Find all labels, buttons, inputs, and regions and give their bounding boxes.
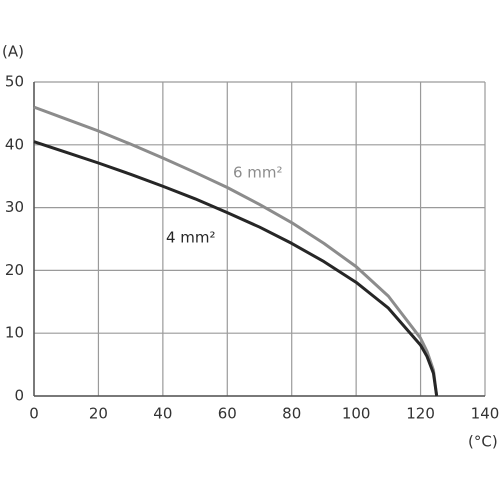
x-axis-label: (°C) xyxy=(468,433,498,451)
x-tick-label: 20 xyxy=(89,405,108,423)
y-tick-label: 50 xyxy=(5,73,24,91)
series-line xyxy=(33,140,439,397)
y-tick-label: 20 xyxy=(5,261,24,279)
y-axis-label: (A) xyxy=(2,43,24,61)
x-tick-label: 60 xyxy=(218,405,237,423)
series-label: 6 mm² xyxy=(233,164,283,182)
x-tick-label: 0 xyxy=(29,405,39,423)
y-tick-label: 30 xyxy=(5,198,24,216)
y-tick-label: 0 xyxy=(14,387,24,405)
x-tick-label: 100 xyxy=(342,405,371,423)
series-line xyxy=(33,105,439,397)
x-tick-label: 40 xyxy=(153,405,172,423)
series-label: 4 mm² xyxy=(166,229,216,247)
x-tick-label: 80 xyxy=(282,405,301,423)
y-tick-label: 40 xyxy=(5,135,24,153)
x-tick-label: 140 xyxy=(471,405,500,423)
y-tick-label: 10 xyxy=(5,324,24,342)
x-tick-label: 120 xyxy=(406,405,435,423)
